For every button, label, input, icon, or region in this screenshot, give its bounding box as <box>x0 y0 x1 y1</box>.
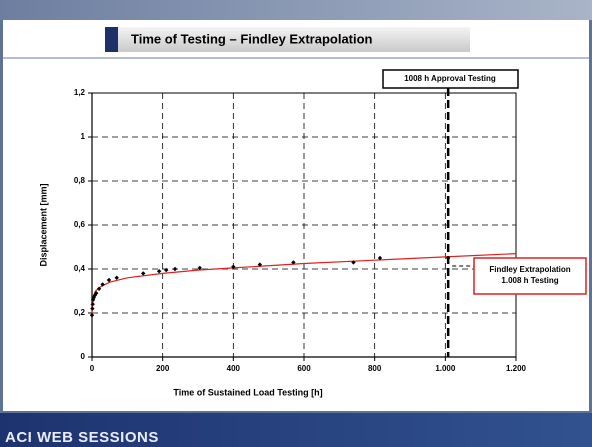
title-box <box>105 27 470 52</box>
x-tick-label: 400 <box>227 364 241 373</box>
y-tick-label: 0,6 <box>74 220 86 229</box>
data-point <box>172 266 178 272</box>
y-tick-label: 0,8 <box>74 176 86 185</box>
data-point <box>377 255 383 261</box>
findley-label: 1.008 h Testing <box>501 276 558 285</box>
footer-bar <box>0 413 592 447</box>
data-point <box>114 275 119 280</box>
data-point <box>351 260 356 265</box>
approval-label: 1008 h Approval Testing <box>404 74 496 83</box>
x-tick-label: 0 <box>90 364 95 373</box>
data-point <box>257 262 263 267</box>
data-point <box>89 313 95 318</box>
data-point <box>156 269 162 274</box>
y-tick-label: 0 <box>81 352 86 361</box>
y-tick-label: 0,2 <box>74 308 86 317</box>
x-axis-label: Time of Sustained Load Testing [h] <box>173 387 322 397</box>
data-point <box>90 302 95 307</box>
approval-box <box>382 69 519 89</box>
data-point <box>106 277 112 283</box>
slide-title: Time of Testing – Findley Extrapolation <box>131 31 373 46</box>
data-point <box>90 306 95 311</box>
data-point <box>94 291 99 296</box>
x-tick-label: 1.200 <box>506 364 527 373</box>
data-point <box>231 264 236 269</box>
data-point <box>164 267 169 273</box>
data-point <box>96 286 102 291</box>
top-bar <box>0 0 592 20</box>
data-point <box>291 260 296 265</box>
y-tick-label: 1 <box>81 132 86 141</box>
x-tick-label: 800 <box>368 364 382 373</box>
findley-box <box>473 257 587 295</box>
y-tick-label: 0,4 <box>74 264 86 273</box>
data-point <box>100 282 105 287</box>
y-axis-label: Displacement [mm] <box>38 183 48 266</box>
x-tick-label: 1.000 <box>435 364 456 373</box>
title-stripe <box>105 27 118 52</box>
footer-text: ACI WEB SESSIONS <box>5 429 159 446</box>
x-tick-label: 600 <box>297 364 311 373</box>
data-point <box>197 265 202 271</box>
x-tick-label: 200 <box>156 364 170 373</box>
findley-label: Findley Extrapolation <box>489 265 570 274</box>
y-tick-label: 1,2 <box>74 88 86 97</box>
data-point <box>141 271 146 276</box>
